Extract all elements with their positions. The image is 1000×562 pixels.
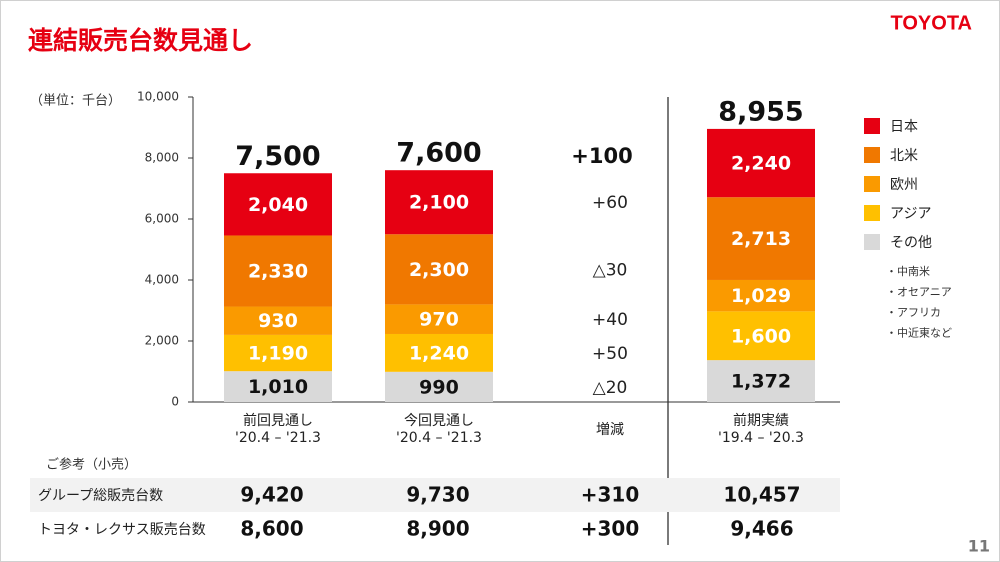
bar-segment bbox=[385, 333, 493, 372]
segment-label: 1,010 bbox=[248, 376, 308, 398]
bar-segment bbox=[224, 334, 332, 372]
table-cell: +310 bbox=[581, 483, 640, 507]
segment-label: 1,600 bbox=[731, 325, 791, 347]
legend-note: ・中近東など bbox=[886, 327, 952, 340]
table-cell: 8,900 bbox=[406, 517, 469, 541]
legend-label: 北米 bbox=[890, 148, 918, 164]
segment-label: 970 bbox=[419, 309, 459, 331]
change-header: 増減 bbox=[596, 421, 624, 438]
row-label: トヨタ・レクサス販売台数 bbox=[38, 522, 206, 538]
total-change: +100 bbox=[571, 144, 632, 168]
unit-label: （単位：千台） bbox=[30, 93, 121, 109]
legend-note: ・中南米 bbox=[886, 265, 930, 278]
category-label: 前期実績 bbox=[733, 412, 789, 429]
logo: TOYOTA bbox=[891, 12, 972, 34]
table-cell: 8,600 bbox=[240, 517, 303, 541]
y-tick-label: 6,000 bbox=[145, 212, 179, 226]
table-cell: 10,457 bbox=[723, 483, 800, 507]
segment-label: 2,713 bbox=[731, 228, 791, 250]
segment-label: 990 bbox=[419, 376, 459, 398]
legend-swatch bbox=[864, 176, 880, 192]
change-label: +50 bbox=[592, 344, 628, 364]
table-cell: +300 bbox=[581, 517, 640, 541]
total-label: 7,600 bbox=[396, 138, 481, 169]
bar-segment bbox=[707, 128, 815, 198]
table-title: ご参考（小売） bbox=[46, 457, 137, 473]
category-label: 前回見通し bbox=[243, 412, 313, 429]
bar-segment bbox=[707, 197, 815, 280]
bar-segment bbox=[707, 311, 815, 361]
y-tick-label: 10,000 bbox=[137, 90, 179, 104]
y-tick-label: 0 bbox=[171, 395, 179, 409]
table-cell: 9,420 bbox=[240, 483, 303, 507]
legend-swatch bbox=[864, 118, 880, 134]
segment-label: 2,240 bbox=[731, 153, 791, 175]
category-label: 今回見通し bbox=[404, 413, 474, 429]
total-label: 8,955 bbox=[718, 96, 803, 127]
segment-label: 1,372 bbox=[731, 371, 791, 393]
bar-segment bbox=[385, 304, 493, 334]
page-number: 11 bbox=[968, 537, 990, 556]
period-label: '20.4 – '21.3 bbox=[396, 430, 482, 446]
segment-label: 1,029 bbox=[731, 285, 791, 307]
row-label: グループ総販売台数 bbox=[38, 488, 163, 504]
total-label: 7,500 bbox=[235, 141, 320, 172]
y-tick-label: 8,000 bbox=[145, 151, 179, 165]
legend-swatch bbox=[864, 205, 880, 221]
y-tick-label: 2,000 bbox=[145, 334, 179, 348]
y-tick-label: 4,000 bbox=[145, 273, 179, 287]
table-row-bg bbox=[30, 478, 840, 512]
bar-segment bbox=[707, 279, 815, 312]
change-label: +40 bbox=[592, 310, 628, 330]
bar-segment bbox=[224, 306, 332, 335]
period-label: '20.4 – '21.3 bbox=[235, 430, 321, 446]
legend-label: 日本 bbox=[890, 119, 918, 135]
slide-title: 連結販売台数見通し bbox=[28, 26, 253, 55]
segment-label: 1,190 bbox=[248, 343, 308, 365]
segment-label: 2,040 bbox=[248, 194, 308, 216]
legend-note: ・アフリカ bbox=[886, 306, 941, 319]
table-cell: 9,730 bbox=[406, 483, 469, 507]
legend-label: アジア bbox=[890, 206, 931, 222]
segment-label: 2,330 bbox=[248, 261, 308, 283]
legend-note: ・オセアニア bbox=[886, 286, 952, 299]
bar-segment bbox=[385, 234, 493, 305]
segment-label: 1,240 bbox=[409, 342, 469, 364]
bar-segment bbox=[224, 371, 332, 402]
segment-label: 2,100 bbox=[409, 192, 469, 214]
legend-label: 欧州 bbox=[890, 177, 918, 193]
change-label: △20 bbox=[593, 378, 628, 398]
bar-segment bbox=[385, 371, 493, 402]
change-label: △30 bbox=[593, 260, 628, 280]
bar-segment bbox=[224, 235, 332, 307]
segment-label: 2,300 bbox=[409, 259, 469, 281]
legend-swatch bbox=[864, 234, 880, 250]
bar-segment bbox=[385, 170, 493, 235]
bar-segment bbox=[224, 173, 332, 236]
table-cell: 9,466 bbox=[730, 517, 793, 541]
segment-label: 930 bbox=[258, 310, 298, 332]
legend-label: その他 bbox=[890, 235, 932, 251]
bar-segment bbox=[707, 360, 815, 402]
change-label: +60 bbox=[592, 193, 628, 213]
period-label: '19.4 – '20.3 bbox=[718, 430, 804, 446]
legend-swatch bbox=[864, 147, 880, 163]
